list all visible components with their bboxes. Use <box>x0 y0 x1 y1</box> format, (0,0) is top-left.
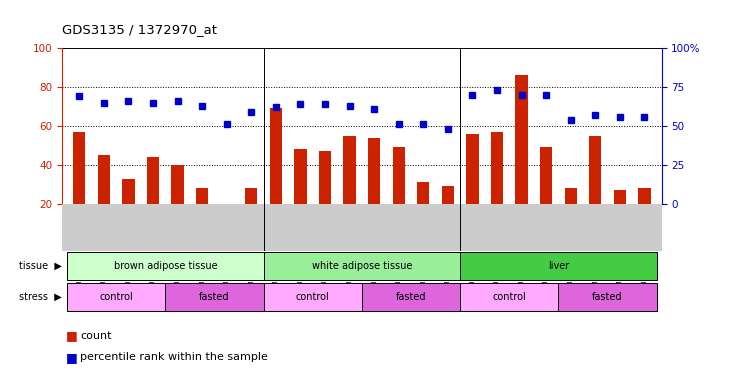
Text: liver: liver <box>548 261 569 271</box>
Text: fasted: fasted <box>199 292 230 302</box>
Bar <box>67 283 165 311</box>
Bar <box>491 132 503 204</box>
Bar <box>147 157 159 204</box>
Text: control: control <box>296 292 330 302</box>
Bar <box>589 136 602 204</box>
Bar <box>264 252 460 280</box>
Bar <box>460 252 656 280</box>
Bar <box>67 252 264 280</box>
Text: stress  ▶: stress ▶ <box>20 292 62 302</box>
Bar <box>98 155 110 204</box>
Bar <box>515 75 528 204</box>
Bar <box>122 179 135 204</box>
Bar <box>295 149 306 204</box>
Bar <box>73 132 86 204</box>
Text: fasted: fasted <box>592 292 623 302</box>
Bar <box>460 283 558 311</box>
Bar <box>362 283 460 311</box>
Bar <box>417 182 429 204</box>
Bar <box>319 151 331 204</box>
Text: fasted: fasted <box>395 292 426 302</box>
Bar <box>393 147 405 204</box>
Bar <box>264 283 362 311</box>
Text: percentile rank within the sample: percentile rank within the sample <box>80 352 268 362</box>
Bar <box>245 188 257 204</box>
Text: control: control <box>493 292 526 302</box>
Text: control: control <box>99 292 133 302</box>
Bar <box>270 108 282 204</box>
Bar <box>442 186 454 204</box>
Bar <box>558 283 656 311</box>
Text: count: count <box>80 331 112 341</box>
Text: ■: ■ <box>66 329 77 343</box>
Text: brown adipose tissue: brown adipose tissue <box>113 261 217 271</box>
Text: tissue  ▶: tissue ▶ <box>19 261 62 271</box>
Bar <box>613 190 626 204</box>
Bar <box>368 137 380 204</box>
Bar <box>196 188 208 204</box>
Bar <box>165 283 264 311</box>
Bar <box>466 134 479 204</box>
Text: ■: ■ <box>66 351 77 364</box>
Bar <box>172 165 183 204</box>
Text: white adipose tissue: white adipose tissue <box>311 261 412 271</box>
Bar <box>344 136 356 204</box>
Bar <box>638 188 651 204</box>
Text: GDS3135 / 1372970_at: GDS3135 / 1372970_at <box>62 23 217 36</box>
Bar <box>564 188 577 204</box>
Bar <box>540 147 552 204</box>
